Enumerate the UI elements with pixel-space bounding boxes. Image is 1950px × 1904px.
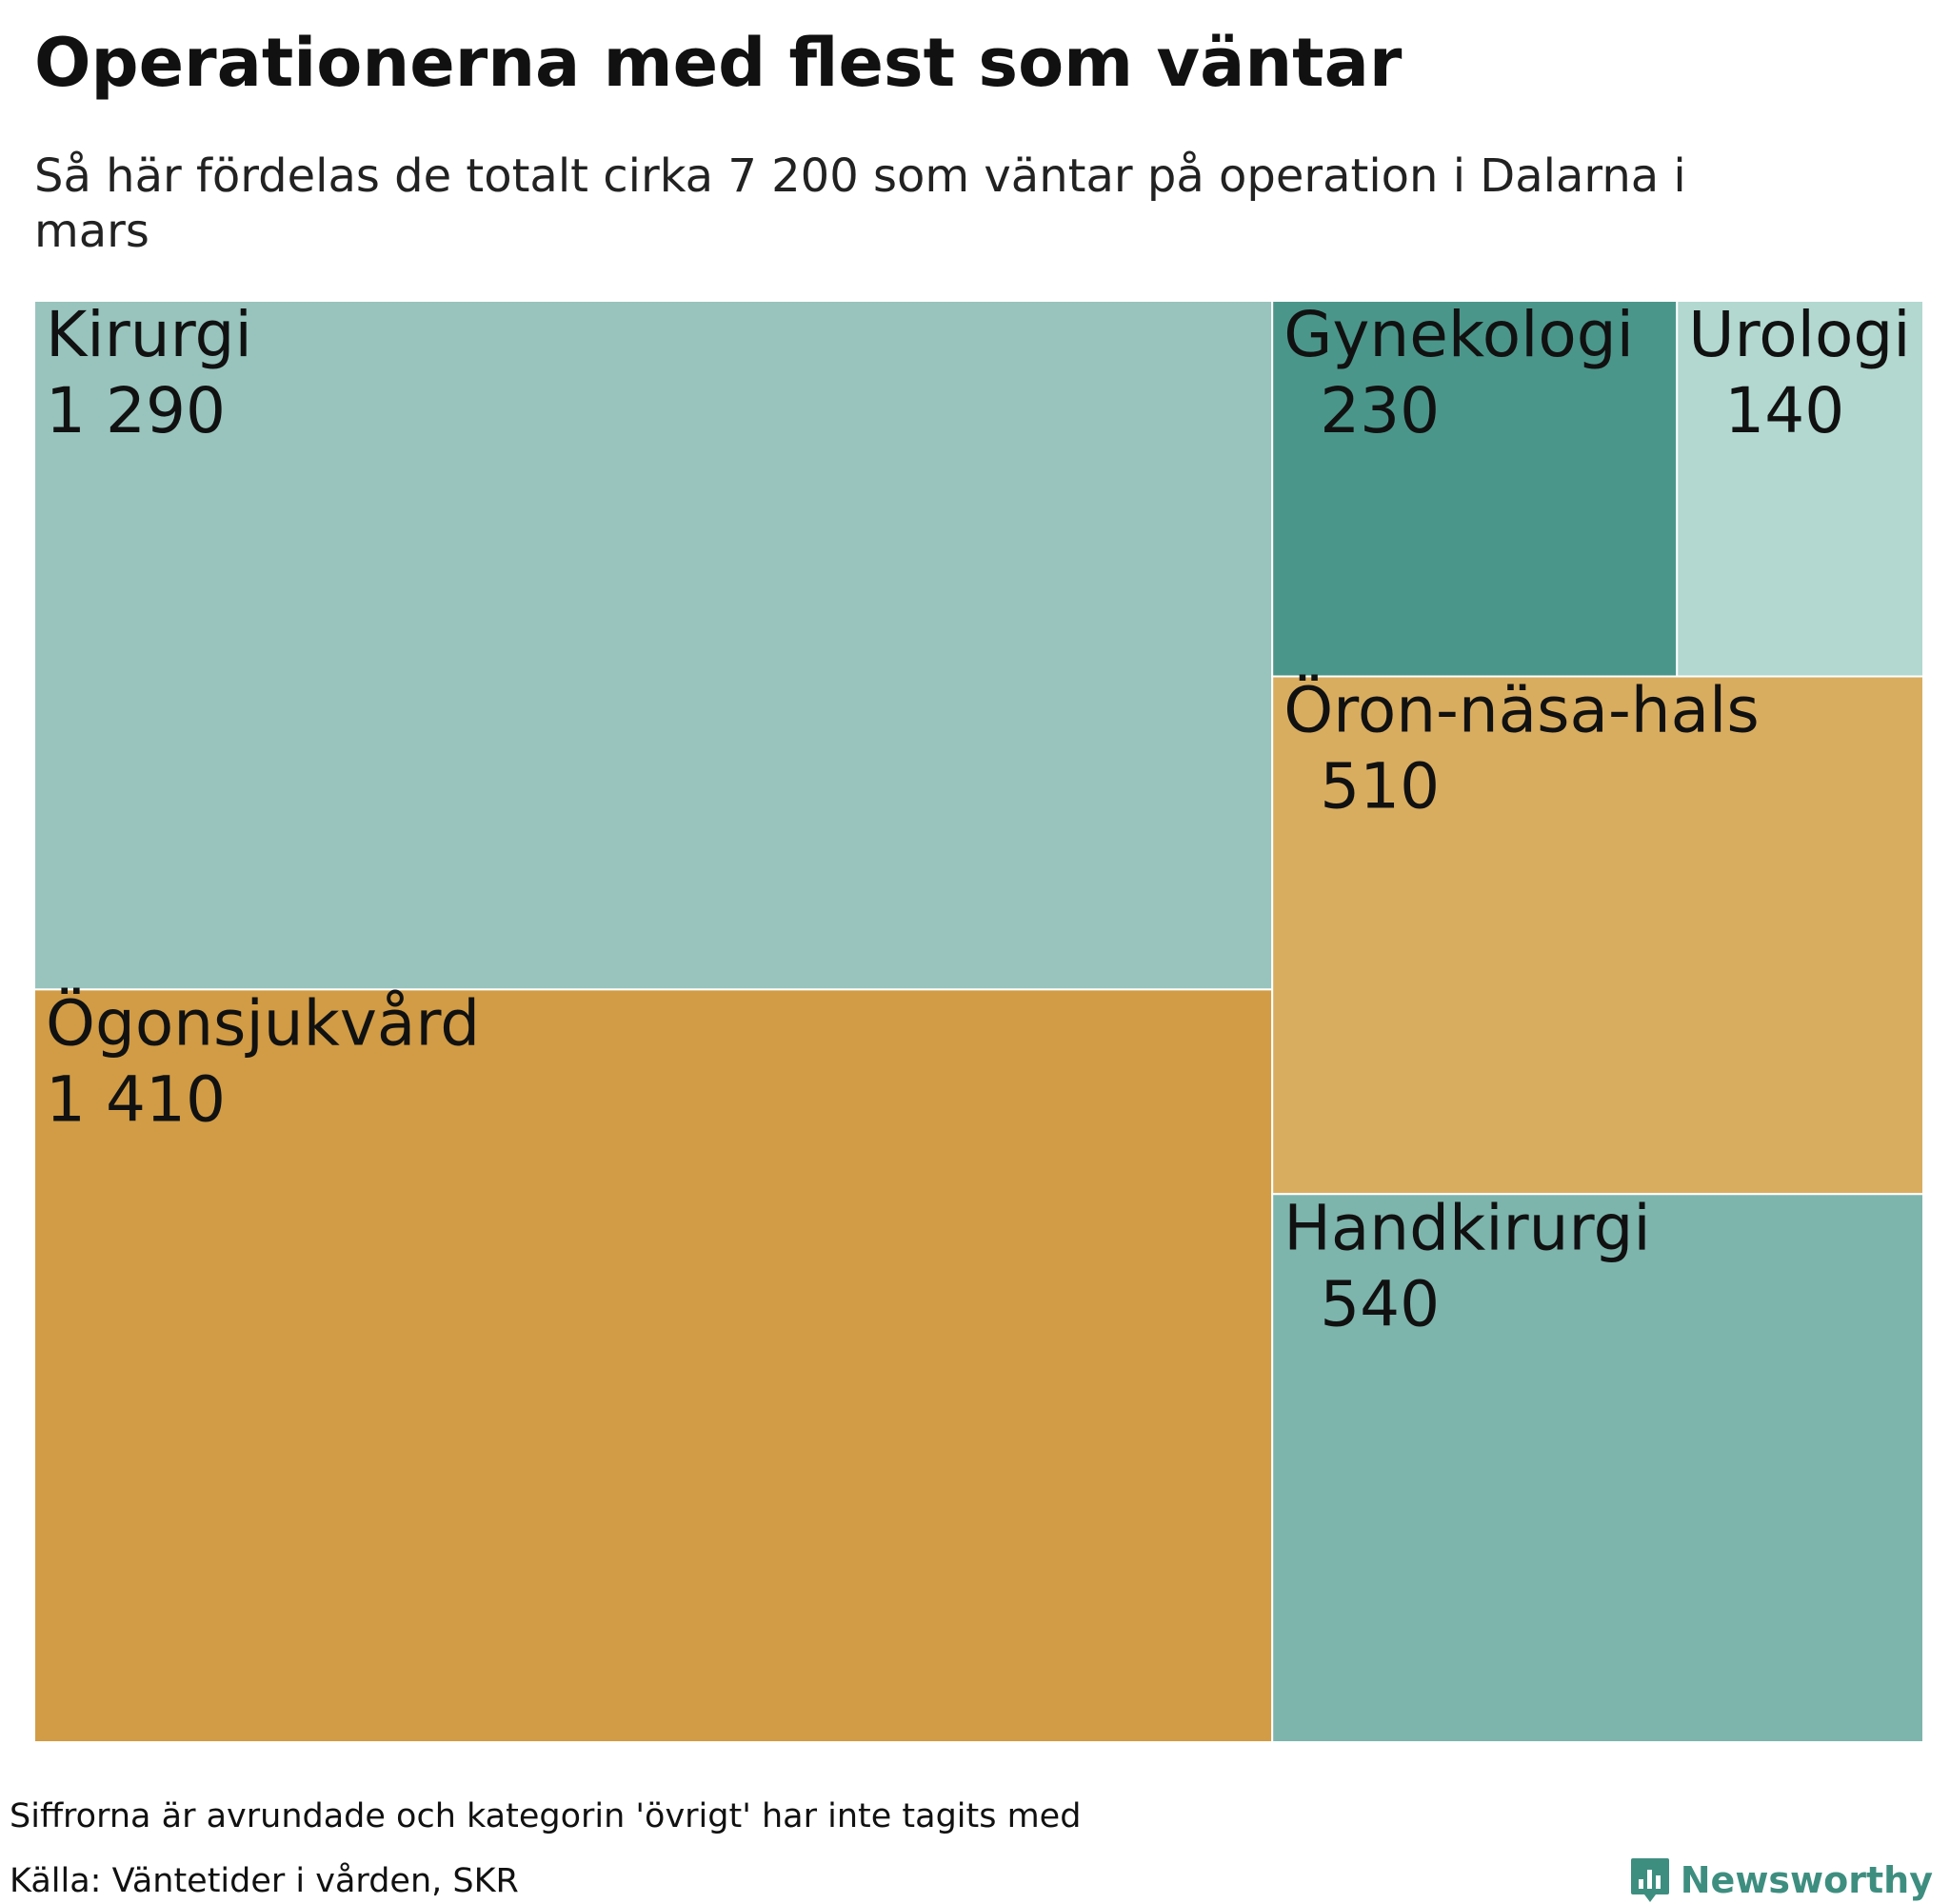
treemap-rect: [1271, 1193, 1923, 1742]
tile-value: 540: [1320, 1267, 1440, 1340]
tile-label: Urologi: [1688, 301, 1910, 371]
tile-label: Kirurgi: [46, 301, 252, 371]
brand-name: Newsworthy: [1680, 1859, 1933, 1901]
footnote: Siffrorna är avrundade och kategorin 'öv…: [10, 1797, 1082, 1835]
tile-label: Öron-näsa-hals: [1283, 673, 1760, 746]
tile-value: 1 410: [46, 1062, 226, 1136]
source-line: Källa: Väntetider i vården, SKR: [10, 1862, 519, 1900]
tile-value: 140: [1724, 374, 1844, 447]
treemap-rect: [34, 988, 1274, 1742]
tile-label: Handkirurgi: [1283, 1191, 1651, 1264]
tile-value: 230: [1320, 374, 1440, 447]
tile-label: Ögonsjukvård: [46, 986, 480, 1060]
treemap-rect: [34, 301, 1274, 991]
treemap-rect: [1676, 301, 1923, 678]
chart-subtitle: Så här fördelas de totalt cirka 7 200 so…: [34, 149, 1686, 258]
tile-value: 510: [1320, 749, 1440, 823]
chart-title: Operationerna med flest som väntar: [34, 24, 1403, 102]
brand-logo: Newsworthy: [1629, 1856, 1933, 1904]
treemap-rect: [1271, 675, 1923, 1196]
bar-chart-speech-bubble-icon: [1630, 1858, 1669, 1902]
tile-value: 1 290: [46, 374, 226, 447]
tile-label: Gynekologi: [1283, 301, 1634, 371]
